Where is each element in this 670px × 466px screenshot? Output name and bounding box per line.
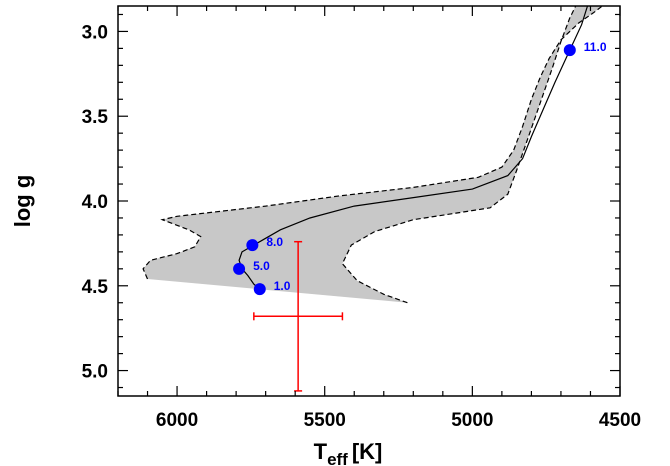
y-tick-label: 3.0: [82, 22, 108, 43]
uncertainty-band: [143, 6, 603, 303]
y-tick-label: 4.0: [82, 192, 108, 213]
x-tick-label: 5000: [451, 410, 493, 431]
x-axis-title-unit: [K]: [352, 439, 383, 464]
age-point-label: 8.0: [266, 235, 283, 249]
age-point: [246, 239, 259, 252]
age-point: [563, 44, 576, 57]
y-tick-label: 5.0: [82, 362, 108, 383]
x-axis-title-main: T: [314, 439, 328, 464]
x-tick-label: 4500: [599, 410, 641, 431]
x-axis-title: Teff [K]: [314, 439, 383, 466]
x-tick-label: 6000: [156, 410, 198, 431]
y-tick-label: 4.5: [82, 277, 109, 298]
age-point: [253, 283, 266, 296]
y-axis-title: log g: [10, 175, 35, 228]
age-point-label: 11.0: [584, 40, 607, 54]
x-tick-labels: 6000 5500 5000 4500: [156, 410, 641, 431]
x-axis-title-subscript: eff: [327, 450, 348, 466]
y-tick-labels: 3.0 3.5 4.0 4.5 5.0: [82, 22, 109, 382]
x-tick-label: 5500: [304, 410, 346, 431]
band-upper-edge: [142, 6, 603, 280]
age-point-label: 5.0: [253, 259, 270, 273]
axis-ticks: [117, 6, 621, 396]
error-bar: [253, 240, 344, 392]
plot-area: 1.0 5.0 8.0 11.0: [142, 6, 607, 392]
band-lower-edge: [341, 6, 577, 304]
y-tick-label: 3.5: [82, 107, 109, 128]
age-point-label: 1.0: [274, 279, 291, 293]
age-point: [233, 262, 246, 275]
